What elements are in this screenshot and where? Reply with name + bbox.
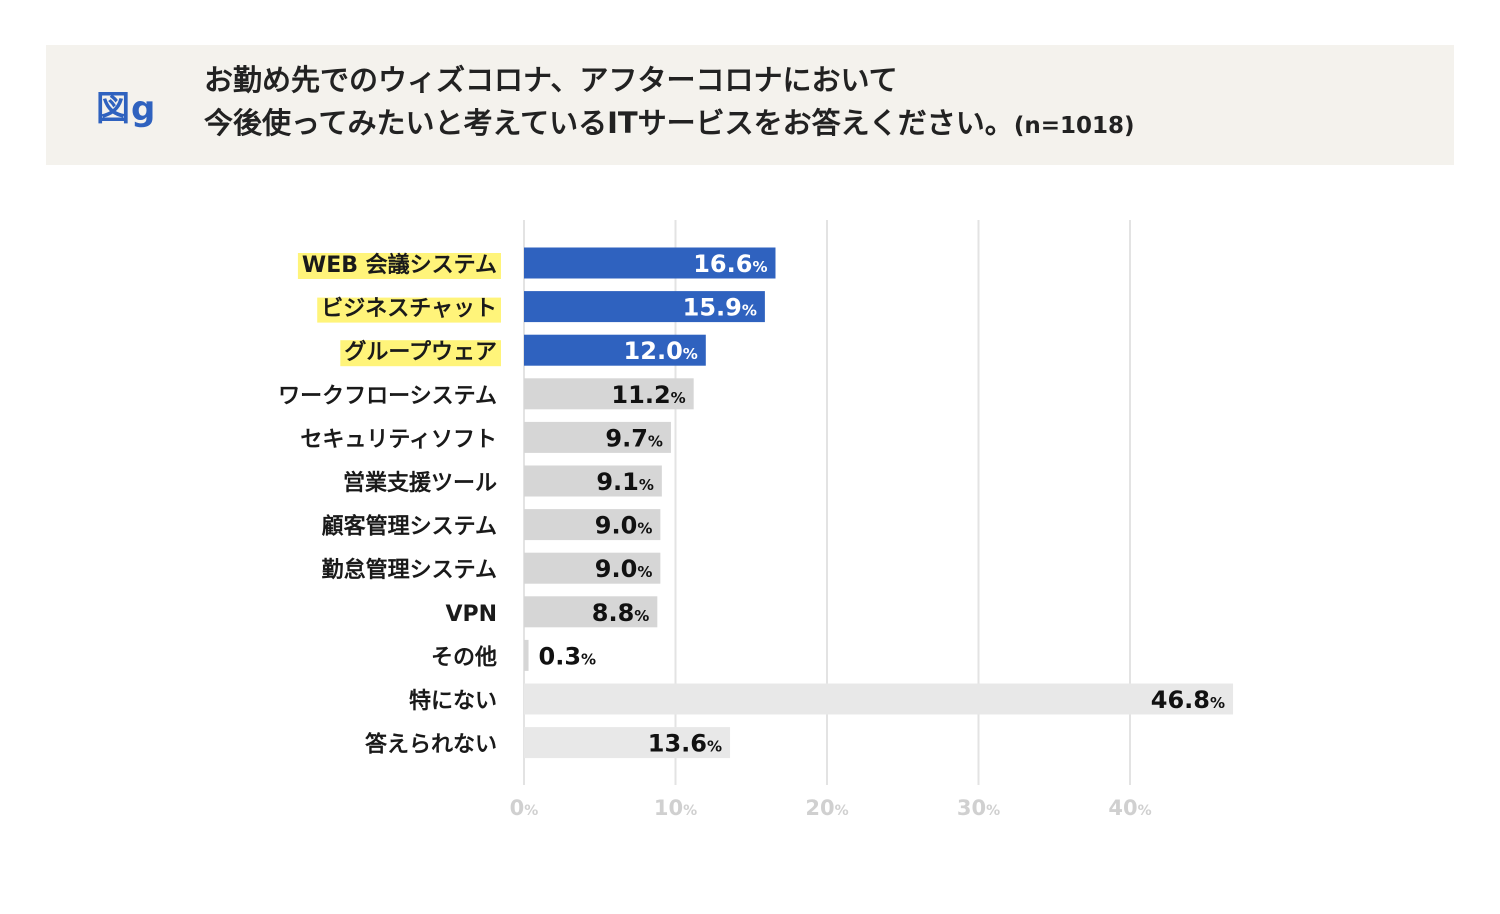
chart-header: 図g お勤め先でのウィズコロナ、アフターコロナにおいて 今後使ってみたいと考えて… xyxy=(46,45,1454,165)
category-highlight-3 xyxy=(340,340,501,367)
value-label-6: 9.1% xyxy=(596,468,654,496)
bar-1 xyxy=(524,247,776,279)
value-label-4: 11.2% xyxy=(611,381,685,409)
chart-title: お勤め先でのウィズコロナ、アフターコロナにおいて 今後使ってみたいと考えているI… xyxy=(204,59,1135,148)
bar-4 xyxy=(524,378,694,410)
category-label-1: WEB 会議システム xyxy=(302,252,497,278)
chart-title-line1: お勤め先でのウィズコロナ、アフターコロナにおいて xyxy=(204,63,898,97)
category-label-9: VPN xyxy=(445,602,497,627)
x-tick-label-10: 10% xyxy=(654,796,697,820)
chart-title-line2: 今後使ってみたいと考えているITサービスをお答えください。(n=1018) xyxy=(204,102,1135,148)
category-label-3: グループウェア xyxy=(344,339,497,365)
x-tick-label-20: 20% xyxy=(805,796,848,820)
value-label-8: 9.0% xyxy=(595,555,653,583)
bar-10 xyxy=(524,639,529,671)
value-label-1: 16.6% xyxy=(693,250,767,278)
value-label-7: 9.0% xyxy=(595,512,653,540)
bar-12 xyxy=(524,727,731,759)
category-label-11: 特にない xyxy=(409,688,497,714)
value-label-9: 8.8% xyxy=(592,599,650,627)
x-tick-label-40: 40% xyxy=(1108,796,1151,820)
sample-size-note: (n=1018) xyxy=(1013,113,1135,139)
category-label-8: 勤怠管理システム xyxy=(322,557,497,583)
value-label-11: 46.8% xyxy=(1151,686,1225,714)
bar-2 xyxy=(524,291,765,323)
bar-8 xyxy=(524,552,661,584)
category-label-6: 営業支援ツール xyxy=(343,470,497,496)
category-label-10: その他 xyxy=(431,645,497,670)
category-highlight-2 xyxy=(317,297,501,323)
category-label-5: セキュリティソフト xyxy=(300,427,497,452)
value-label-5: 9.7% xyxy=(605,424,663,452)
value-label-10: 0.3% xyxy=(539,642,597,670)
bar-3 xyxy=(524,334,706,366)
bar-5 xyxy=(524,421,671,453)
category-highlight-1 xyxy=(297,253,501,279)
x-tick-label-0: 0% xyxy=(510,796,539,820)
value-label-2: 15.9% xyxy=(683,294,757,322)
category-label-12: 答えられない xyxy=(365,732,497,758)
value-label-3: 12.0% xyxy=(624,337,698,365)
chart-title-line2-text: 今後使ってみたいと考えているITサービスをお答えください。 xyxy=(204,106,1014,140)
category-label-7: 顧客管理システム xyxy=(322,514,497,540)
bar-11 xyxy=(524,683,1234,715)
category-label-2: ビジネスチャット xyxy=(321,297,497,322)
bar-9 xyxy=(524,596,658,628)
figure-label: 図g xyxy=(96,89,157,129)
bar-6 xyxy=(524,465,662,497)
value-label-12: 13.6% xyxy=(648,730,722,758)
category-label-4: ワークフローシステム xyxy=(278,384,497,409)
x-tick-label-30: 30% xyxy=(957,796,1000,820)
bar-7 xyxy=(524,509,661,541)
